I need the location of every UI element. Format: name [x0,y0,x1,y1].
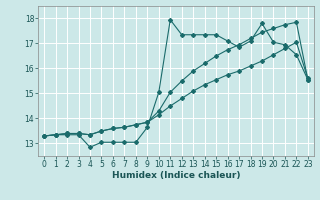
X-axis label: Humidex (Indice chaleur): Humidex (Indice chaleur) [112,171,240,180]
